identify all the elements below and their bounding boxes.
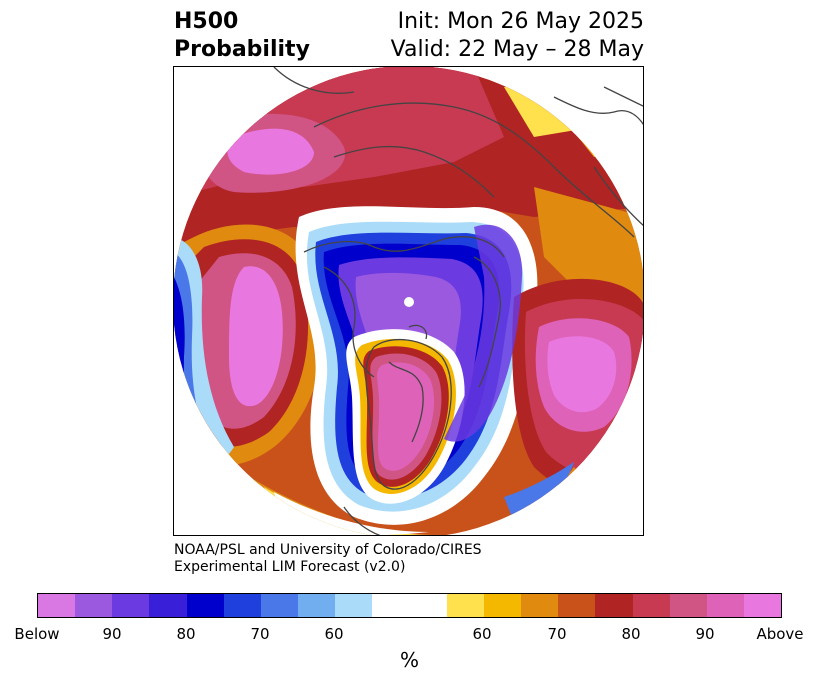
colorbar-swatch — [743, 594, 782, 617]
colorbar-tick-label: 90 — [102, 625, 122, 643]
colorbar-tick-label: 70 — [250, 625, 270, 643]
colorbar-swatch — [298, 594, 336, 617]
colorbar-tick-label: Above — [756, 625, 804, 643]
colorbar-swatch — [558, 594, 596, 617]
colorbar-swatch — [632, 594, 670, 617]
credit-line-2: Experimental LIM Forecast (v2.0) — [174, 559, 406, 575]
valid-range: Valid: 22 May – 28 May — [390, 37, 644, 62]
forecast-dates: Init: Mon 26 May 2025 Valid: 22 May – 28… — [391, 8, 644, 64]
colorbar-tick-label: 60 — [324, 625, 344, 643]
colorbar-swatch — [669, 594, 707, 617]
colorbar — [37, 593, 782, 618]
colorbar-tick-label: 60 — [472, 625, 492, 643]
colorbar-swatch — [260, 594, 299, 617]
colorbar-swatch — [335, 594, 373, 617]
colorbar-tick-label: 70 — [547, 625, 567, 643]
credit-text: NOAA/PSL and University of Colorado/CIRE… — [174, 542, 482, 576]
colorbar-tick-label: 80 — [621, 625, 641, 643]
map-title: H500 Probability — [174, 8, 310, 64]
colorbar-swatch — [149, 594, 187, 617]
polar-map — [173, 66, 644, 536]
colorbar-swatch — [409, 594, 447, 617]
coastlines — [273, 67, 643, 535]
colorbar-swatch — [223, 594, 261, 617]
credit-line-1: NOAA/PSL and University of Colorado/CIRE… — [174, 542, 482, 558]
colorbar-swatch — [483, 594, 522, 617]
colorbar-tick-label: 80 — [176, 625, 196, 643]
colorbar-swatch — [595, 594, 633, 617]
colorbar-swatch — [75, 594, 113, 617]
colorbar-swatch — [186, 594, 224, 617]
colorbar-ticks: Below 90 80 70 60 60 70 80 90 Above — [0, 625, 819, 645]
title-line-2: Probability — [174, 37, 310, 62]
colorbar-swatch — [706, 594, 744, 617]
init-date: Init: Mon 26 May 2025 — [397, 9, 644, 34]
colorbar-swatch — [372, 594, 410, 617]
colorbar-swatch — [112, 594, 150, 617]
probability-field — [174, 67, 643, 535]
colorbar-swatch — [446, 594, 484, 617]
colorbar-unit: % — [399, 648, 419, 672]
colorbar-swatch — [521, 594, 559, 617]
colorbar-swatch — [38, 594, 76, 617]
colorbar-tick-label: 90 — [695, 625, 715, 643]
title-line-1: H500 — [174, 9, 239, 34]
colorbar-tick-label: Below — [14, 625, 60, 643]
